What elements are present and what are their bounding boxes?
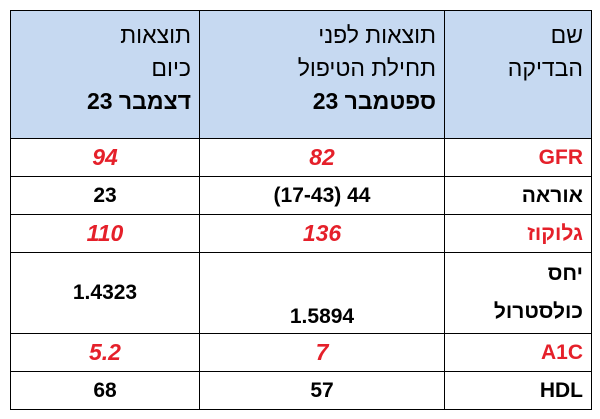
header-line: כיום	[151, 55, 191, 81]
result-cell: 1.5894	[199, 252, 445, 334]
table-row: אוראה 44 (17-43) 23	[10, 176, 592, 215]
header-line: שם	[550, 22, 583, 48]
header-line: תוצאות	[120, 22, 191, 48]
test-name: אוראה	[444, 176, 592, 215]
result-cell: 1.4323	[10, 252, 200, 334]
test-name-text: GFR	[538, 145, 583, 169]
header-cell: תוצאות לפני תחילת הטיפול ספטמבר 23	[199, 10, 445, 139]
result-value: 44 (17-43)	[273, 183, 371, 207]
header-line: תוצאות לפני	[318, 22, 436, 48]
header-line: תחילת הטיפול	[297, 55, 436, 81]
result-value: 68	[93, 378, 117, 402]
result-value: 1.5894	[289, 305, 355, 328]
result-cell: 82	[199, 138, 445, 177]
result-value: 110	[86, 220, 124, 246]
result-value: 94	[92, 144, 118, 170]
result-value: 1.4323	[72, 281, 138, 304]
header-cell: תוצאות כיום דצמבר 23	[10, 10, 200, 139]
header-row: שם הבדיקה תוצאות לפני תחילת הטיפול ספטמבר 23…	[10, 10, 592, 139]
results-table: שם הבדיקה תוצאות לפני תחילת הטיפול ספטמבר 23…	[10, 10, 592, 410]
result-cell: 44 (17-43)	[199, 176, 445, 215]
result-cell: 5.2	[10, 333, 200, 372]
result-value: 23	[93, 183, 117, 207]
result-value: 136	[302, 220, 342, 246]
table-row: GFR 82 94	[10, 138, 592, 177]
test-name-text: HDL	[539, 378, 583, 402]
test-name: HDL	[444, 371, 592, 410]
test-name-text: גלוקוז	[527, 221, 583, 245]
header-line: ספטמבר 23	[312, 88, 436, 114]
test-name: גלוקוז	[444, 214, 592, 253]
header-line: הבדיקה	[507, 55, 583, 81]
header-line: דצמבר 23	[86, 88, 191, 114]
result-value: 57	[310, 378, 334, 402]
table-row: HDL 57 68	[10, 371, 592, 410]
result-cell: 23	[10, 176, 200, 215]
header-cell: שם הבדיקה	[444, 10, 592, 139]
result-value: 82	[309, 144, 335, 170]
result-cell: 136	[199, 214, 445, 253]
test-name-text: אוראה	[521, 183, 583, 207]
result-value: 7	[315, 339, 329, 365]
test-name-text: A1C	[540, 340, 583, 364]
result-cell: 57	[199, 371, 445, 410]
test-name: A1C	[444, 333, 592, 372]
test-name-text: יחס כולסטרול	[493, 262, 583, 323]
table-row: A1C 7 5.2	[10, 333, 592, 372]
test-name: יחס כולסטרול	[444, 252, 592, 334]
table-row: יחס כולסטרול 1.5894 1.4323	[10, 252, 592, 334]
result-cell: 7	[199, 333, 445, 372]
result-cell: 94	[10, 138, 200, 177]
test-name: GFR	[444, 138, 592, 177]
result-cell: 68	[10, 371, 200, 410]
result-value: 5.2	[89, 339, 121, 365]
table-row: גלוקוז 136 110	[10, 214, 592, 253]
result-cell: 110	[10, 214, 200, 253]
